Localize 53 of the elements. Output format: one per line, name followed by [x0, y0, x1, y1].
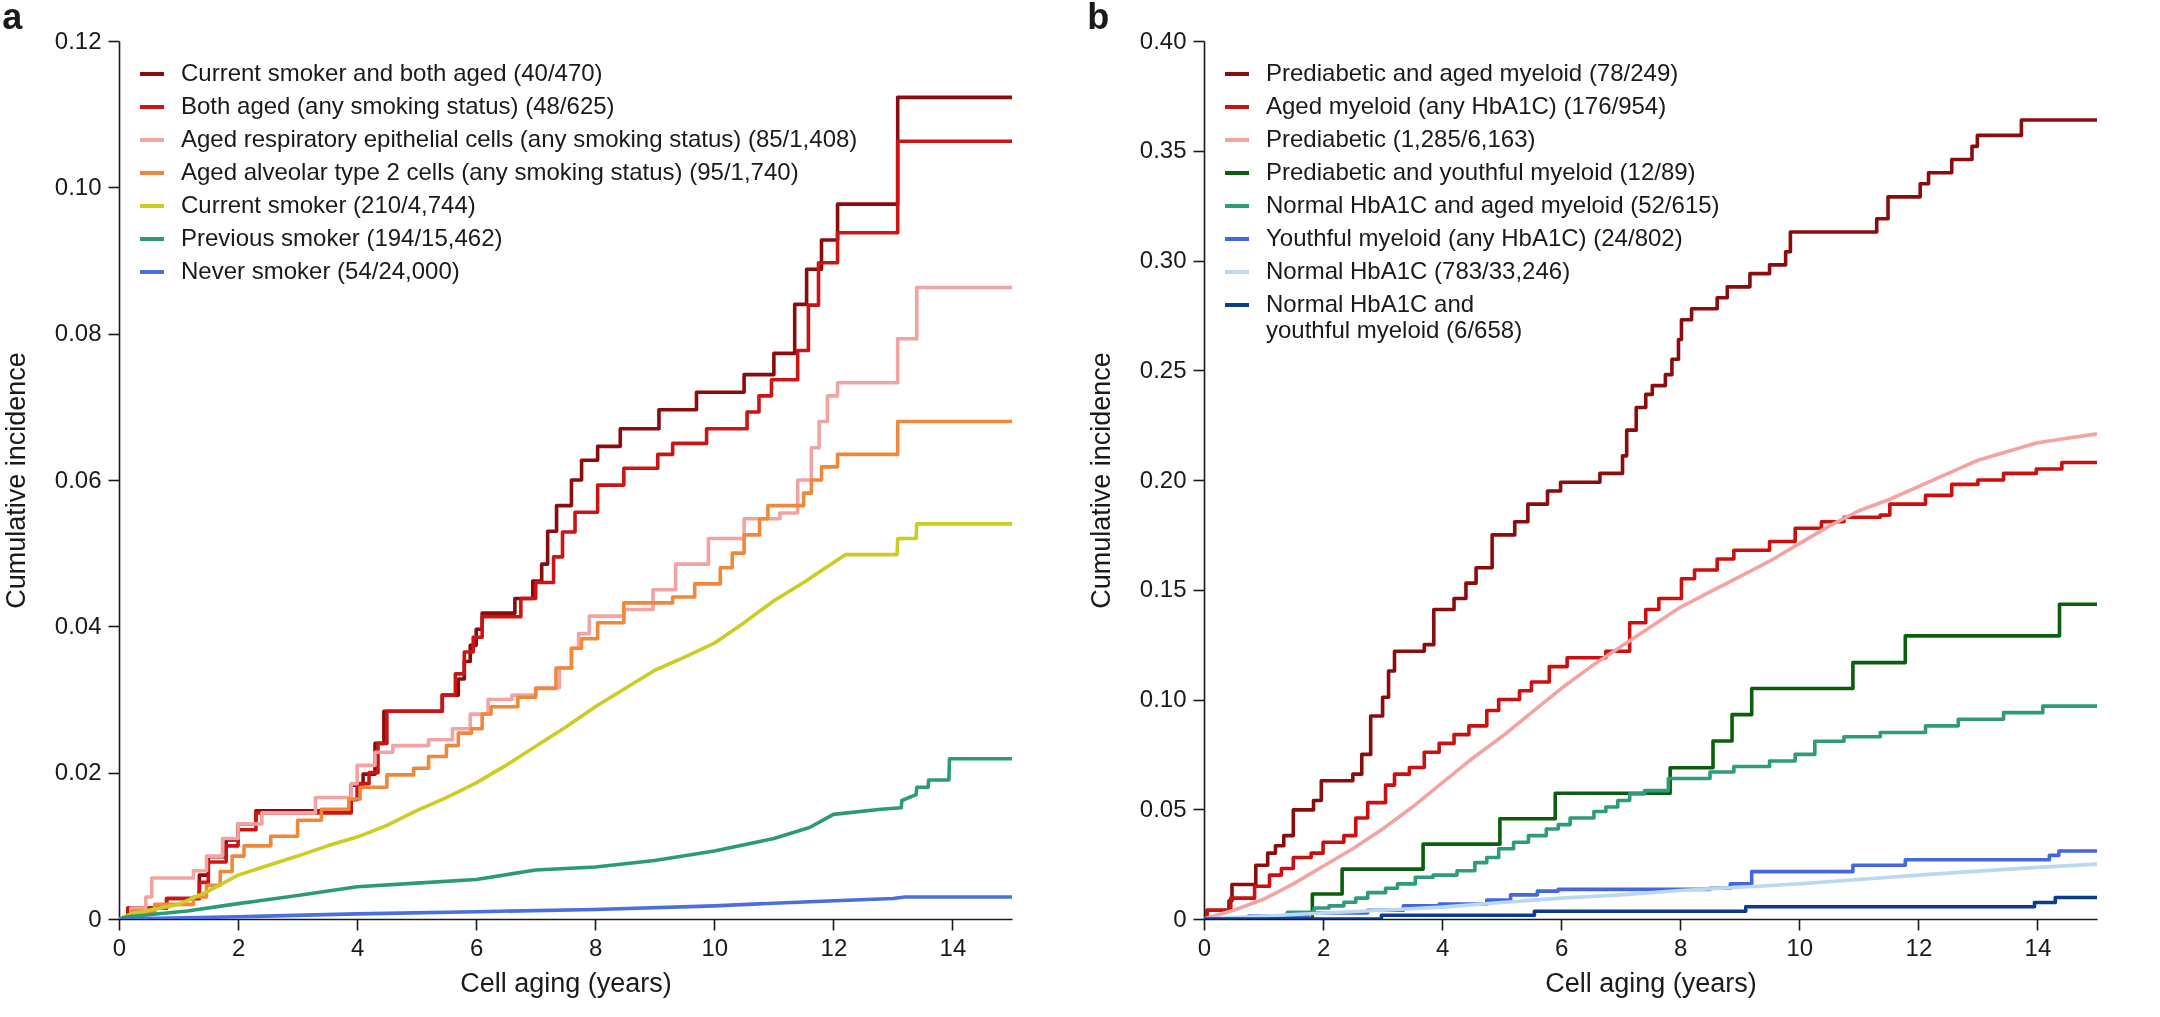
y-tick-label: 0.15	[1139, 575, 1187, 603]
x-tick-label: 14	[2024, 933, 2052, 961]
x-tick-label: 12	[1905, 933, 1933, 961]
y-tick-label: 0.10	[54, 172, 102, 200]
y-tick-label: 0.25	[1139, 355, 1187, 383]
legend-label: Youthful myeloid (any HbA1C) (24/802)	[1266, 224, 1683, 251]
chart-title: a	[2, 0, 24, 37]
y-tick-label: 0.30	[1139, 246, 1187, 273]
y-tick-label: 0.04	[54, 611, 102, 639]
x-tick-label: 0	[1197, 933, 1212, 961]
legend-label: Previous smoker (194/15,462)	[181, 224, 503, 251]
x-tick-label: 10	[701, 933, 729, 961]
y-tick-label: 0.10	[1139, 685, 1187, 712]
x-axis-title: Cell aging (years)	[460, 967, 672, 998]
legend-label: Aged myeloid (any HbA1C) (176/954)	[1266, 92, 1667, 119]
x-tick-label: 4	[350, 933, 365, 961]
y-axis-title: Cumulative incidence	[0, 352, 31, 609]
y-tick-label: 0.08	[54, 319, 102, 347]
x-tick-label: 10	[1786, 933, 1814, 961]
x-tick-label: 6	[470, 933, 484, 961]
x-tick-label: 6	[1555, 933, 1569, 961]
legend-label: Prediabetic and aged myeloid (78/249)	[1266, 59, 1679, 86]
y-tick-label: 0.05	[1139, 794, 1187, 822]
x-axis-title: Cell aging (years)	[1545, 967, 1757, 998]
legend-label: Both aged (any smoking status) (48/625)	[181, 92, 615, 119]
y-tick-label: 0	[88, 904, 102, 932]
y-tick-label: 0.06	[54, 465, 102, 493]
legend-label: Never smoker (54/24,000)	[181, 257, 460, 284]
y-tick-label: 0.40	[1139, 26, 1187, 54]
y-tick-label: 0.02	[54, 758, 102, 786]
legend-label: Normal HbA1C and aged myeloid (52/615)	[1266, 191, 1720, 218]
y-axis-title: Cumulative incidence	[1085, 352, 1116, 609]
legend-label: Current smoker and both aged (40/470)	[181, 59, 603, 86]
x-tick-label: 0	[112, 933, 127, 961]
legend-label: Prediabetic and youthful myeloid (12/89)	[1266, 158, 1696, 185]
chart-title: b	[1087, 0, 1110, 37]
x-tick-label: 2	[1316, 933, 1331, 961]
y-tick-label: 0.20	[1139, 465, 1187, 493]
x-tick-label: 4	[1435, 933, 1450, 961]
x-tick-label: 12	[820, 933, 848, 961]
x-tick-label: 14	[939, 933, 967, 961]
legend-label: Aged respiratory epithelial cells (any smoking status) (85/1,408)	[181, 125, 858, 152]
y-tick-label: 0	[1173, 904, 1187, 932]
legend-label: Aged alveolar type 2 cells (any smoking status) (95/1,740)	[181, 158, 799, 185]
x-tick-label: 8	[1674, 933, 1688, 961]
y-tick-label: 0.12	[54, 26, 102, 54]
x-tick-label: 8	[589, 933, 603, 961]
legend-label: Normal HbA1C and youthful myeloid (6/658)	[1266, 290, 1523, 343]
y-tick-label: 0.35	[1139, 136, 1187, 164]
legend-label: Current smoker (210/4,744)	[181, 191, 476, 218]
legend-label: Prediabetic (1,285/6,163)	[1266, 125, 1536, 152]
x-tick-label: 2	[231, 933, 246, 961]
legend-label: Normal HbA1C (783/33,246)	[1266, 257, 1571, 284]
